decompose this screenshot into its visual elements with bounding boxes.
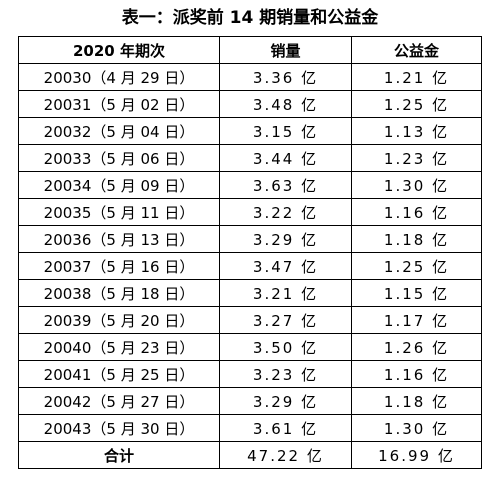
table-row: 20031（5 月 02 日） 3.48 亿 1.25 亿	[18, 90, 482, 118]
table-title: 表一：派奖前 14 期销量和公益金	[121, 8, 379, 28]
table-body: 20030（4 月 29 日） 3.36 亿 1.21 亿 20031（5 月 …	[18, 63, 482, 469]
welfare-cell: 1.25 亿	[351, 90, 482, 118]
welfare-cell: 1.17 亿	[351, 306, 482, 334]
sales-cell: 3.61 亿	[219, 414, 352, 442]
table-row: 20036（5 月 13 日） 3.29 亿 1.18 亿	[18, 225, 482, 253]
period-cell: 20032（5 月 04 日）	[18, 117, 220, 145]
header-period: 2020 年期次	[18, 36, 220, 64]
total-welfare: 16.99 亿	[351, 441, 482, 469]
header-row: 2020 年期次 销量 公益金	[18, 36, 482, 64]
welfare-cell: 1.30 亿	[351, 414, 482, 442]
welfare-cell: 1.16 亿	[351, 198, 482, 226]
sales-cell: 3.29 亿	[219, 225, 352, 253]
period-cell: 20033（5 月 06 日）	[18, 144, 220, 172]
period-cell: 20034（5 月 09 日）	[18, 171, 220, 199]
table-row: 20033（5 月 06 日） 3.44 亿 1.23 亿	[18, 144, 482, 172]
table-row: 20040（5 月 23 日） 3.50 亿 1.26 亿	[18, 333, 482, 361]
sales-cell: 3.23 亿	[219, 360, 352, 388]
total-label: 合计	[18, 441, 220, 469]
period-cell: 20041（5 月 25 日）	[18, 360, 220, 388]
table-row: 20041（5 月 25 日） 3.23 亿 1.16 亿	[18, 360, 482, 388]
welfare-cell: 1.23 亿	[351, 144, 482, 172]
sales-cell: 3.27 亿	[219, 306, 352, 334]
sales-cell: 3.44 亿	[219, 144, 352, 172]
header-sales: 销量	[219, 36, 352, 64]
welfare-cell: 1.16 亿	[351, 360, 482, 388]
sales-cell: 3.22 亿	[219, 198, 352, 226]
sales-welfare-table: 2020 年期次 销量 公益金 20030（4 月 29 日） 3.36 亿 1…	[18, 36, 482, 469]
table-row: 20038（5 月 18 日） 3.21 亿 1.15 亿	[18, 279, 482, 307]
welfare-cell: 1.18 亿	[351, 225, 482, 253]
table-row: 20039（5 月 20 日） 3.27 亿 1.17 亿	[18, 306, 482, 334]
period-cell: 20042（5 月 27 日）	[18, 387, 220, 415]
welfare-cell: 1.30 亿	[351, 171, 482, 199]
period-cell: 20031（5 月 02 日）	[18, 90, 220, 118]
sales-cell: 3.50 亿	[219, 333, 352, 361]
sales-cell: 3.21 亿	[219, 279, 352, 307]
welfare-cell: 1.21 亿	[351, 63, 482, 91]
period-cell: 20035（5 月 11 日）	[18, 198, 220, 226]
sales-cell: 3.36 亿	[219, 63, 352, 91]
table-row: 20035（5 月 11 日） 3.22 亿 1.16 亿	[18, 198, 482, 226]
period-cell: 20036（5 月 13 日）	[18, 225, 220, 253]
header-welfare: 公益金	[351, 36, 482, 64]
total-row: 合计 47.22 亿 16.99 亿	[18, 441, 482, 469]
table-row: 20030（4 月 29 日） 3.36 亿 1.21 亿	[18, 63, 482, 91]
sales-cell: 3.47 亿	[219, 252, 352, 280]
sales-cell: 3.48 亿	[219, 90, 352, 118]
table-row: 20042（5 月 27 日） 3.29 亿 1.18 亿	[18, 387, 482, 415]
period-cell: 20043（5 月 30 日）	[18, 414, 220, 442]
sales-cell: 3.29 亿	[219, 387, 352, 415]
table-row: 20034（5 月 09 日） 3.63 亿 1.30 亿	[18, 171, 482, 199]
table-row: 20032（5 月 04 日） 3.15 亿 1.13 亿	[18, 117, 482, 145]
total-sales: 47.22 亿	[219, 441, 352, 469]
welfare-cell: 1.13 亿	[351, 117, 482, 145]
table-row: 20043（5 月 30 日） 3.61 亿 1.30 亿	[18, 414, 482, 442]
period-cell: 20040（5 月 23 日）	[18, 333, 220, 361]
period-cell: 20030（4 月 29 日）	[18, 63, 220, 91]
welfare-cell: 1.18 亿	[351, 387, 482, 415]
welfare-cell: 1.25 亿	[351, 252, 482, 280]
welfare-cell: 1.26 亿	[351, 333, 482, 361]
welfare-cell: 1.15 亿	[351, 279, 482, 307]
period-cell: 20037（5 月 16 日）	[18, 252, 220, 280]
period-cell: 20038（5 月 18 日）	[18, 279, 220, 307]
sales-cell: 3.63 亿	[219, 171, 352, 199]
table-row: 20037（5 月 16 日） 3.47 亿 1.25 亿	[18, 252, 482, 280]
sales-cell: 3.15 亿	[219, 117, 352, 145]
period-cell: 20039（5 月 20 日）	[18, 306, 220, 334]
